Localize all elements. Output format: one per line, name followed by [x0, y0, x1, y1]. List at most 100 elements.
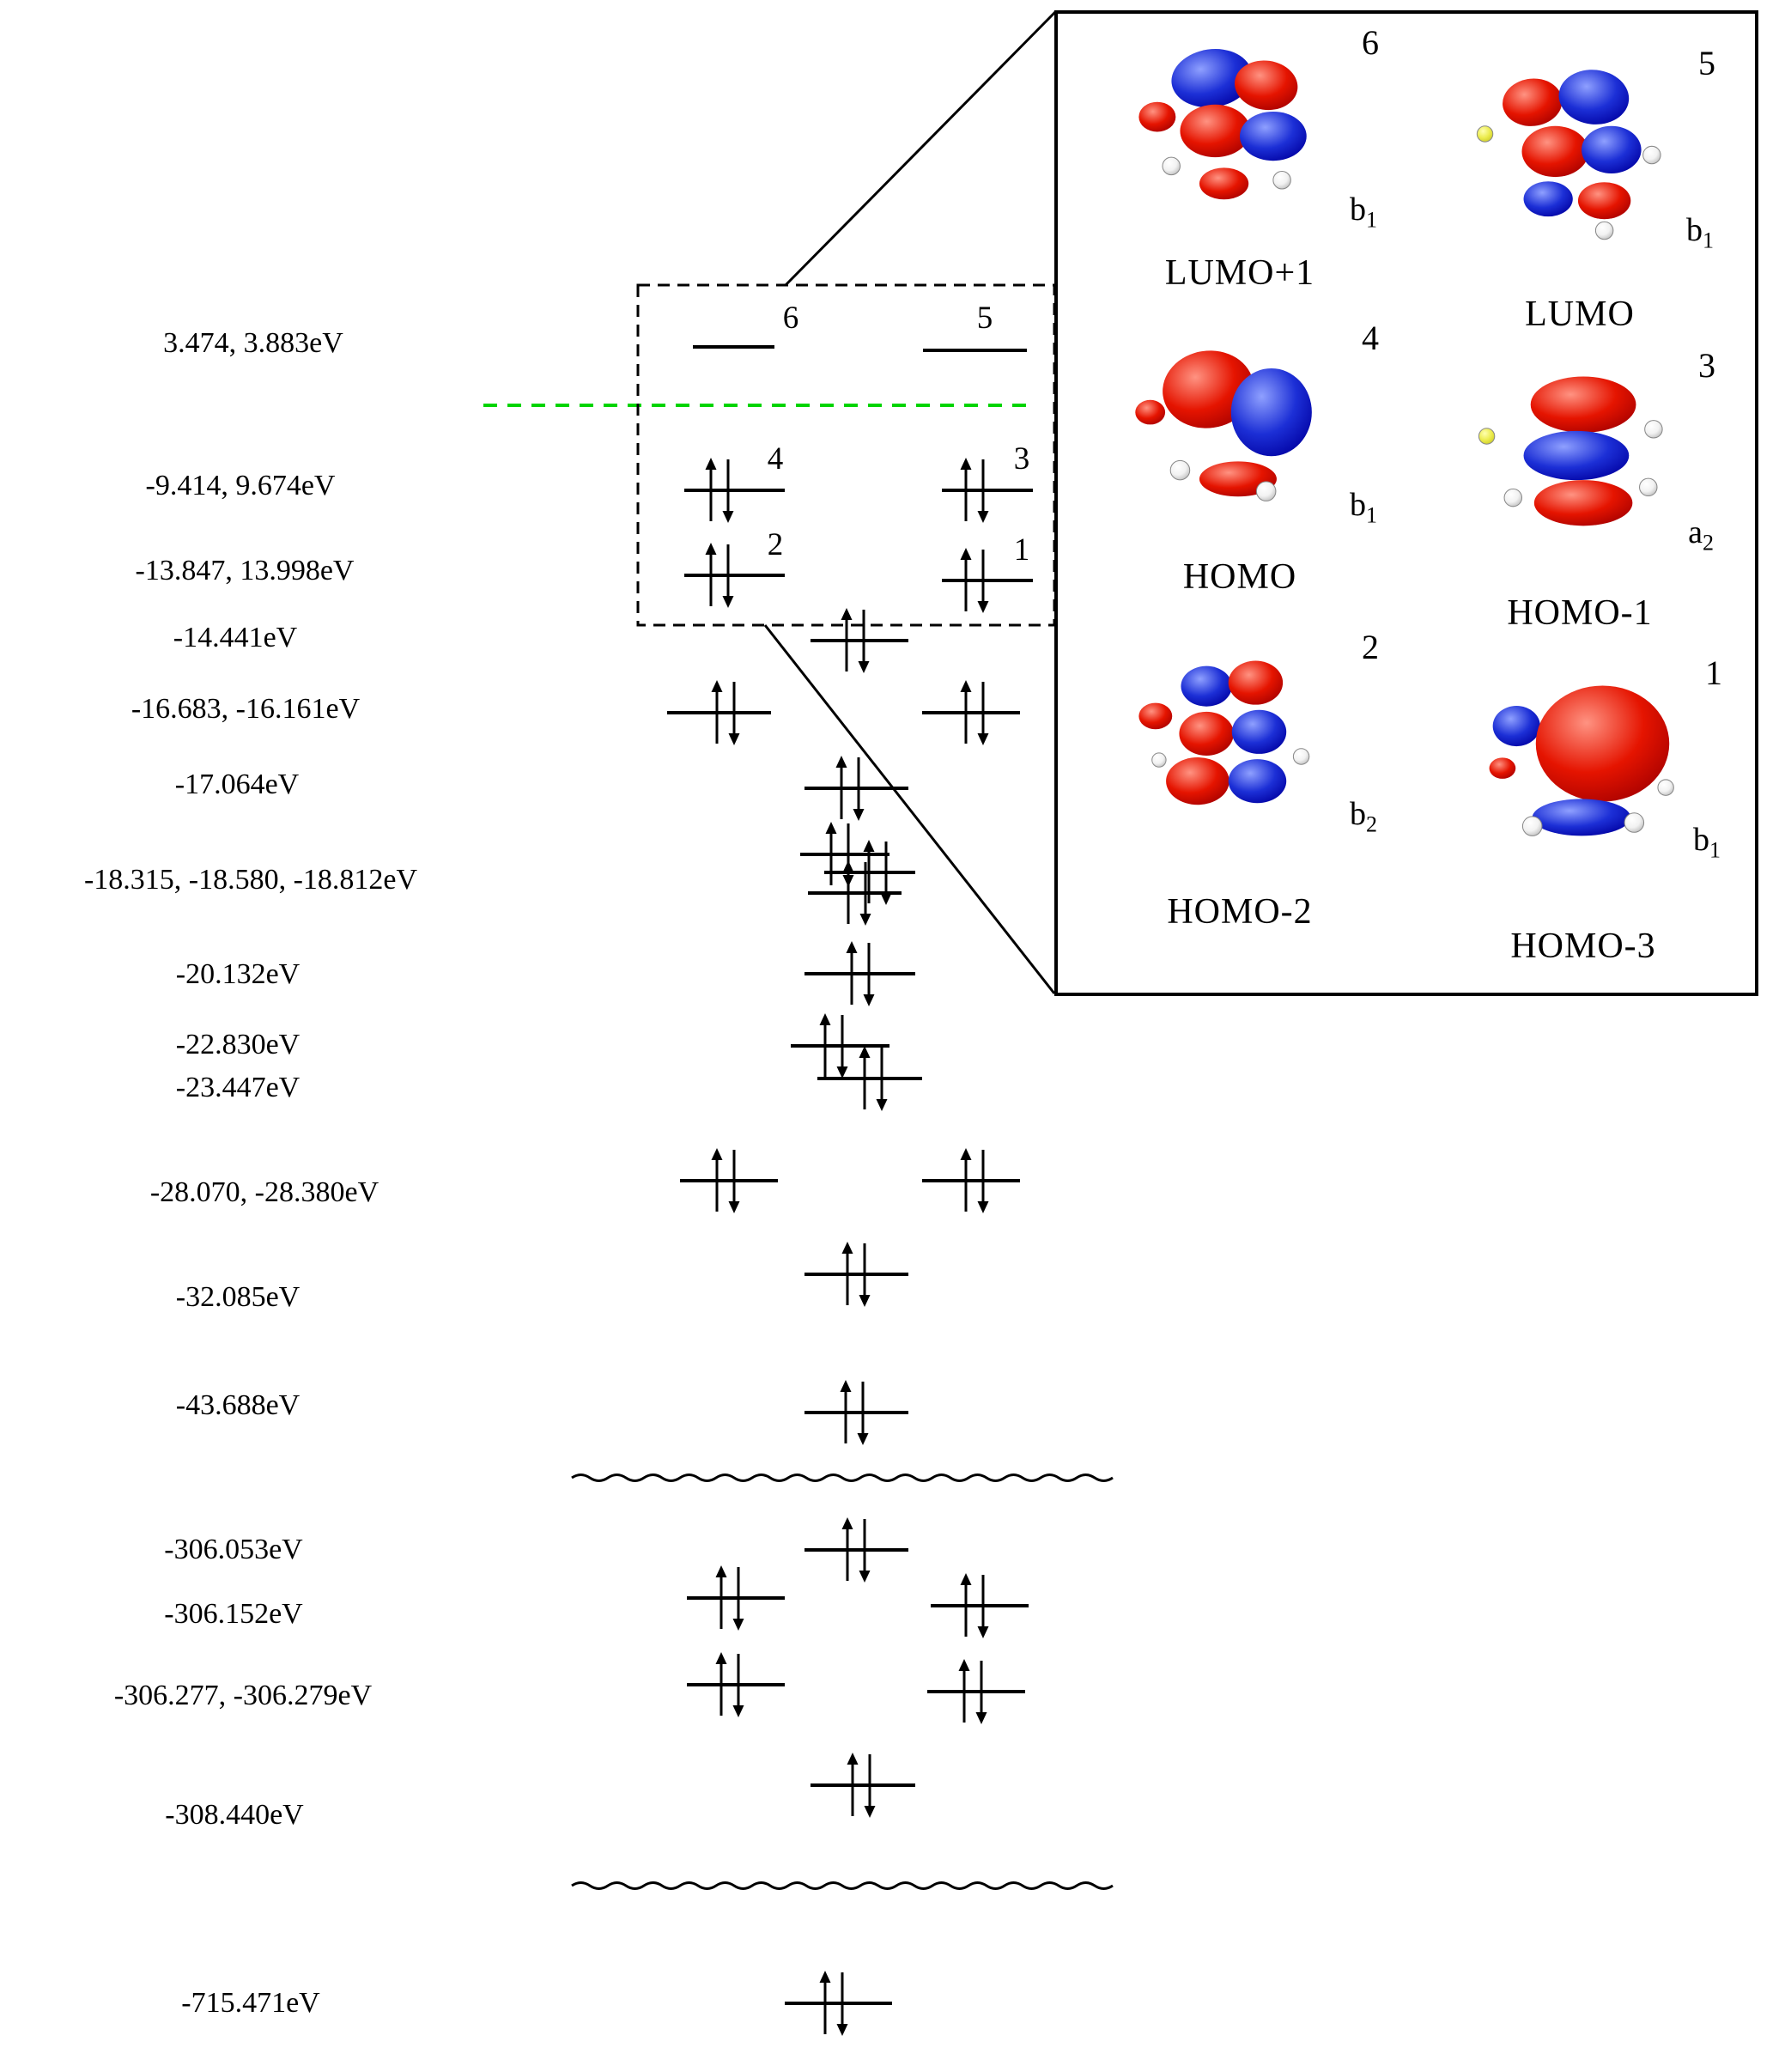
energy-level — [800, 822, 889, 887]
electron-up-arrow — [960, 680, 972, 744]
hydrogen-atom-sphere — [1292, 748, 1310, 765]
energy-label: -306.277, -306.279eV — [113, 1680, 373, 1711]
orbital-lobe-blue — [1228, 759, 1287, 804]
orbital-inset-panel: 6 b1 LUMO+1 5 b1 LUMO 4 b1 HOMO 3 a2 HOM… — [1054, 10, 1758, 996]
energy-label: -9.414, 9.674eV — [145, 470, 336, 501]
symmetry-subscript: 2 — [1366, 811, 1377, 837]
orbital-lobe-red — [1163, 350, 1254, 428]
energy-label: 3.474, 3.883eV — [163, 327, 343, 359]
electron-up-arrow — [958, 1659, 970, 1723]
orbital-lobe-red — [1235, 60, 1298, 111]
energy-axis-break — [571, 1881, 1114, 1890]
energy-label: -306.053eV — [164, 1534, 303, 1565]
level-number-label: 5 — [977, 301, 993, 336]
orbital-cell-homo-2: 2 b2 HOMO-2 — [1077, 625, 1403, 936]
orbital-symmetry-label: b1 — [1686, 211, 1714, 254]
orbital-lobe-red — [1199, 167, 1249, 200]
electron-down-arrow — [975, 1661, 987, 1724]
energy-level — [680, 1148, 778, 1213]
symmetry-subscript: 1 — [1366, 502, 1377, 528]
electron-down-arrow — [859, 1519, 871, 1583]
electron-up-arrow — [705, 543, 717, 606]
energy-label: -308.440eV — [165, 1799, 304, 1831]
orbital-lobe-red — [1535, 685, 1670, 802]
electron-up-arrow — [825, 822, 837, 885]
electron-down-arrow — [876, 1048, 888, 1111]
energy-label: -18.315, -18.580, -18.812eV — [83, 864, 418, 896]
energy-label: -20.132eV — [175, 958, 301, 990]
orbital-lobe-red — [1135, 399, 1166, 425]
energy-level: 6 — [693, 301, 799, 349]
energy-level — [927, 1659, 1025, 1724]
hydrogen-atom-sphere — [1644, 420, 1663, 439]
level-number-label: 2 — [768, 527, 784, 562]
hydrogen-atom-sphere — [1162, 156, 1181, 176]
orbital-symmetry-label: a2 — [1688, 513, 1714, 556]
hydrogen-atom-sphere — [1255, 481, 1277, 501]
energy-label: -32.085eV — [175, 1281, 301, 1313]
electron-up-arrow — [840, 1380, 852, 1443]
symmetry-subscript: 1 — [1709, 837, 1721, 863]
orbital-lobe-red — [1138, 702, 1173, 730]
orbital-lobe-blue — [1230, 368, 1312, 457]
orbital-lobe-blue — [1582, 125, 1642, 174]
electron-up-arrow — [960, 1573, 972, 1637]
orbital-lobe-red — [1489, 757, 1516, 779]
orbital-symmetry-label: b1 — [1350, 486, 1377, 529]
electron-down-arrow — [859, 1243, 871, 1307]
electron-up-arrow — [960, 1148, 972, 1212]
symmetry-subscript: 1 — [1366, 207, 1377, 233]
electron-up-arrow — [841, 608, 853, 671]
orbital-lobe-blue — [1240, 111, 1307, 161]
energy-level — [667, 680, 771, 745]
symmetry-base: b — [1693, 822, 1709, 858]
electron-down-arrow — [836, 1015, 848, 1079]
zoom-connector-line — [763, 624, 1056, 994]
electron-down-arrow — [977, 682, 989, 745]
orbital-cell-homo-3: 1 b1 HOMO-3 — [1420, 651, 1746, 970]
hydrogen-atom-sphere — [1624, 812, 1645, 833]
electron-down-arrow — [977, 1575, 989, 1638]
orbital-name: LUMO — [1525, 295, 1635, 334]
homo-1-isosurface — [1472, 359, 1687, 552]
electron-down-arrow — [836, 1972, 848, 2036]
zoom-connector-line — [784, 10, 1057, 287]
energy-level: 1 — [942, 532, 1033, 613]
hydrogen-atom-sphere — [1639, 477, 1658, 497]
hydrogen-atom-sphere — [1642, 145, 1661, 165]
hydrogen-atom-sphere — [1272, 170, 1291, 190]
electron-down-arrow — [858, 610, 870, 673]
hydrogen-atom-sphere — [1521, 816, 1543, 836]
electron-up-arrow — [859, 1046, 871, 1109]
orbital-lobe-red — [1180, 104, 1251, 158]
electron-up-arrow — [846, 941, 858, 1005]
orbital-number: 2 — [1362, 628, 1379, 666]
lumo-isosurface — [1472, 57, 1687, 250]
orbital-name: HOMO-1 — [1507, 593, 1653, 633]
orbital-number: 5 — [1698, 44, 1715, 82]
orbital-number: 4 — [1362, 319, 1379, 357]
symmetry-subscript: 2 — [1703, 530, 1714, 556]
orbital-lobe-blue — [1558, 70, 1630, 125]
symmetry-base: a — [1688, 514, 1703, 550]
electron-up-arrow — [960, 458, 972, 521]
energy-level — [808, 860, 902, 926]
energy-label: -17.064eV — [174, 769, 300, 800]
orbital-lobe-blue — [1492, 706, 1540, 747]
electron-up-arrow — [819, 1971, 831, 2034]
energy-label: -13.847, 13.998eV — [135, 555, 355, 586]
energy-label: -14.441eV — [173, 622, 298, 653]
electron-down-arrow — [977, 1150, 989, 1213]
electron-up-arrow — [842, 860, 854, 924]
orbital-number: 6 — [1362, 23, 1379, 62]
electron-down-arrow — [732, 1567, 744, 1631]
electron-down-arrow — [857, 1382, 869, 1445]
orbital-lobe-red — [1577, 182, 1631, 220]
orbital-lobe-blue — [1171, 49, 1253, 108]
energy-level — [811, 1753, 915, 1818]
orbital-lobe-red — [1138, 101, 1176, 132]
electron-up-arrow — [847, 1753, 859, 1816]
level-number-label: 4 — [768, 441, 784, 477]
level-number-label: 6 — [783, 301, 799, 336]
